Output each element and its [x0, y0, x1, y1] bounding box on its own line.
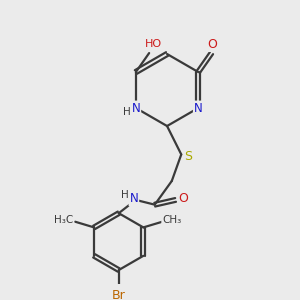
- Text: CH₃: CH₃: [162, 215, 182, 225]
- Text: N: N: [130, 193, 138, 206]
- Text: H: H: [122, 107, 130, 117]
- Text: N: N: [194, 101, 203, 115]
- Text: HO: HO: [145, 39, 162, 49]
- Text: S: S: [184, 150, 192, 163]
- Text: H: H: [121, 190, 128, 200]
- Text: N: N: [131, 101, 140, 115]
- Text: H₃C: H₃C: [54, 215, 74, 225]
- Text: O: O: [178, 193, 188, 206]
- Text: O: O: [208, 38, 218, 51]
- Text: Br: Br: [112, 289, 126, 300]
